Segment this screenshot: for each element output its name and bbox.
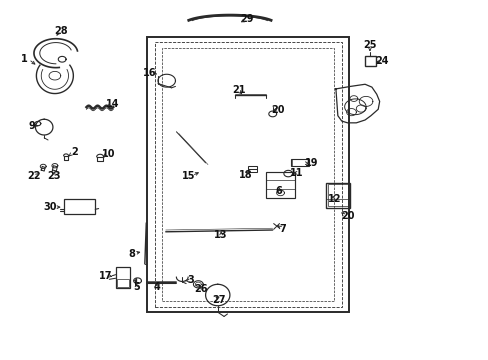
Text: 27: 27	[212, 295, 225, 305]
Bar	[266, 172, 294, 198]
Text: 4: 4	[153, 282, 160, 292]
Text: 30: 30	[43, 202, 57, 212]
Text: 22: 22	[28, 171, 41, 181]
Bar	[162, 48, 334, 301]
Bar	[248, 166, 257, 172]
Bar	[325, 183, 349, 208]
Text: 2: 2	[71, 147, 78, 157]
Text: 26: 26	[194, 284, 207, 294]
Text: 20: 20	[270, 105, 284, 115]
Text: 5: 5	[133, 282, 140, 292]
Bar	[116, 267, 130, 288]
Text: 19: 19	[304, 158, 318, 168]
Text: 20: 20	[340, 211, 354, 221]
Text: 25: 25	[363, 40, 376, 50]
Bar	[365, 56, 375, 66]
Text: 21: 21	[231, 85, 245, 95]
Text: 24: 24	[374, 57, 387, 66]
Text: 29: 29	[240, 14, 253, 23]
Text: 28: 28	[54, 26, 67, 36]
Text: 16: 16	[142, 68, 156, 78]
Text: 10: 10	[102, 149, 115, 159]
Text: 8: 8	[128, 249, 135, 259]
Text: 11: 11	[290, 168, 303, 178]
Text: 3: 3	[187, 275, 194, 285]
Text: 12: 12	[327, 194, 341, 203]
Text: 18: 18	[238, 170, 252, 180]
Text: 15: 15	[182, 171, 195, 181]
Text: 17: 17	[99, 271, 112, 281]
Text: 23: 23	[47, 171, 61, 181]
Bar	[117, 279, 128, 287]
Text: 6: 6	[275, 186, 282, 197]
Text: 9: 9	[28, 121, 35, 131]
Text: 7: 7	[279, 224, 285, 234]
Bar	[290, 158, 308, 166]
Bar	[327, 184, 347, 206]
Text: 13: 13	[214, 230, 227, 240]
Bar	[154, 42, 341, 307]
Text: 14: 14	[105, 99, 119, 109]
Bar	[147, 37, 348, 312]
Bar	[63, 199, 95, 213]
Bar	[291, 159, 307, 166]
Text: 1: 1	[21, 54, 28, 64]
